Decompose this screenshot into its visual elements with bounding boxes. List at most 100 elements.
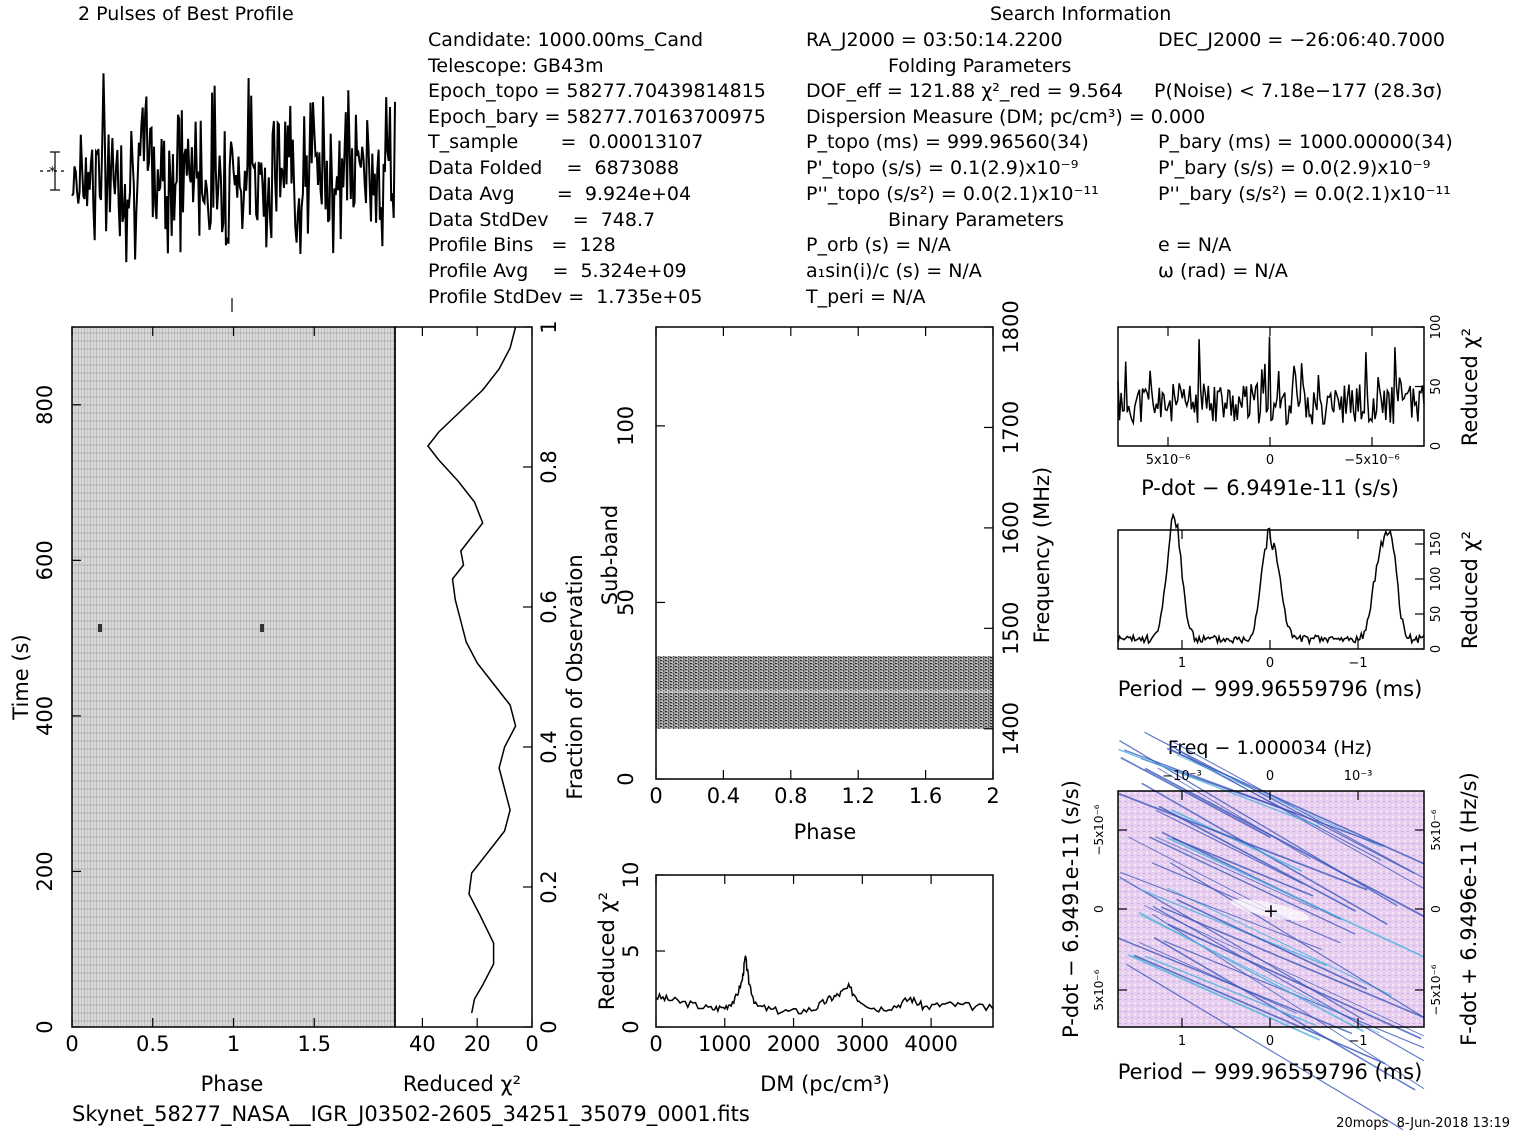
ppdot-streak <box>1158 805 1356 912</box>
y-tick-label: −5x10⁻⁶ <box>1092 804 1106 855</box>
ppdot-streak <box>1157 767 1311 860</box>
info-pdd-topo: P''_topo (s/s²) = 0.0(2.1)x10⁻¹¹ <box>806 183 1099 205</box>
footer-filename: Skynet_58277_NASA__IGR_J03502-2605_34251… <box>72 1102 750 1127</box>
right-tick-label: 0 <box>1429 645 1444 653</box>
info-profile-avg: Profile Avg = 5.324e+09 <box>428 260 687 282</box>
redchi-time-curve <box>426 326 517 1014</box>
x-tick-label: 1 <box>227 1032 240 1056</box>
right-tick-label: 1800 <box>999 300 1023 353</box>
period-xlabel: Period − 999.96559796 (ms) <box>1118 677 1423 701</box>
subband-panel: 0 0.4 0.8 1.2 1.6 2 0 50 100 1400 1500 1600 1700 18… <box>598 300 1054 844</box>
search-info-title: Search Information <box>990 3 1171 25</box>
ppdot-streak <box>1120 871 1323 951</box>
y-tick-label: 5 <box>619 944 643 957</box>
info-data-avg: Data Avg = 9.924e+04 <box>428 183 691 205</box>
right-tick-label: 0 <box>1429 442 1444 450</box>
ppdot-streak <box>1148 836 1356 935</box>
subband-image-band <box>656 690 993 693</box>
subband-ylabel: Sub-band <box>598 505 622 605</box>
right-tick-label: 5x10⁻⁶ <box>1429 809 1443 850</box>
period-frame <box>1117 529 1425 650</box>
ppdot-streak <box>1118 792 1368 891</box>
ppdot-streak <box>1126 963 1404 1131</box>
ppdot-streak <box>1176 754 1383 848</box>
ppdot-streak <box>1161 906 1425 1019</box>
folding-params-title: Folding Parameters <box>888 55 1071 77</box>
info-pdd-bary: P''_bary (s/s²) = 0.0(2.1)x10⁻¹¹ <box>1158 183 1451 205</box>
x-tick-label: 4000 <box>904 1032 957 1056</box>
ppdot-streak <box>1144 955 1317 1027</box>
profile-trace <box>71 73 396 263</box>
time-phase-x-ticks: 0 0.5 1 1.5 <box>65 327 331 1056</box>
info-e: e = N/A <box>1158 234 1231 256</box>
ppdot-streak <box>1172 837 1314 897</box>
top-tick-label: −10⁻³ <box>1162 769 1202 784</box>
info-ra: RA_J2000 = 03:50:14.2200 <box>806 29 1063 51</box>
top-tick-label: 0 <box>1266 769 1274 784</box>
redchi-time-frame <box>394 326 533 1028</box>
ppdot-streak <box>1120 756 1271 839</box>
pdot-ylabel: Reduced χ² <box>1458 328 1482 446</box>
ppdot-streak <box>1155 836 1318 910</box>
time-phase-xlabel: Phase <box>201 1072 264 1096</box>
time-phase-dark-pixel <box>260 624 264 632</box>
time-phase-rows <box>72 327 395 1027</box>
info-epoch-bary: Epoch_bary = 58277.70163700975 <box>428 106 766 128</box>
dm-xlabel: DM (pc/cm³) <box>760 1072 890 1096</box>
right-tick-label: 100 <box>1429 315 1444 340</box>
x-tick-label: 1.5 <box>298 1032 331 1056</box>
right-tick-label: 1 <box>537 320 561 333</box>
info-dof-chi: DOF_eff = 121.88 χ²_red = 9.564 <box>806 80 1123 102</box>
subband-right-label: Frequency (MHz) <box>1030 467 1054 643</box>
info-tsample: T_sample = 0.00013107 <box>427 131 703 153</box>
info-asini: a₁sin(i)/c (s) = N/A <box>806 260 982 282</box>
y-tick-label: 600 <box>33 540 57 580</box>
ppdot-streak <box>1166 836 1425 958</box>
info-dm: Dispersion Measure (DM; pc/cm³) = 0.000 <box>806 106 1205 128</box>
info-data-folded: Data Folded = 6873088 <box>428 157 679 179</box>
subband-y-ticks: 0 50 100 <box>614 406 665 786</box>
x-tick-label: 0 <box>649 784 662 808</box>
ppdot-streak <box>1153 937 1416 1091</box>
profile-plot: * <box>40 73 396 312</box>
ppdot-peak-glow <box>1230 899 1310 921</box>
x-tick-label: 3000 <box>836 1032 889 1056</box>
y-tick-label: 200 <box>33 851 57 891</box>
ppdot-y-ticks: −5x10⁻⁶ 0 5x10⁻⁶ 5x10⁻⁶ 0 −5x10⁻⁶ <box>1092 804 1443 1015</box>
ppdot-right-label: F-dot + 6.9496e-11 (Hz/s) <box>1457 772 1481 1046</box>
right-tick-label: 0.2 <box>537 870 561 903</box>
x-tick-label: 0 <box>1266 1034 1274 1049</box>
right-tick-label: 1400 <box>999 702 1023 755</box>
ppdot-streak <box>1167 923 1422 1040</box>
x-tick-label: 40 <box>409 1032 436 1056</box>
period-curve <box>1117 512 1425 646</box>
right-tick-label: 0.6 <box>537 590 561 623</box>
y-tick-label: 100 <box>614 406 638 446</box>
y-tick-label: 800 <box>33 385 57 425</box>
info-profile-stddev: Profile StdDev = 1.735e+05 <box>428 286 702 308</box>
x-tick-label: 0.5 <box>136 1032 169 1056</box>
ppdot-streak <box>1123 749 1385 847</box>
period-ylabel: Reduced χ² <box>1458 531 1482 649</box>
x-tick-label: 0 <box>65 1032 78 1056</box>
period-y-ticks: 0 50 100 150 <box>1415 532 1444 653</box>
info-omega: ω (rad) = N/A <box>1158 260 1288 282</box>
x-tick-label: 0 <box>1266 453 1274 468</box>
ppdot-streak <box>1133 954 1386 1065</box>
x-tick-label: −1 <box>1348 656 1367 671</box>
ppdot-streak <box>1144 767 1425 918</box>
redchi-time-right-label: Fraction of Observation <box>563 554 587 799</box>
x-tick-label: 0 <box>525 1032 538 1056</box>
period-panel: 1 0 −1 0 50 100 150 Period − 999.96559796 (ms… <box>1117 512 1482 701</box>
profile-line <box>71 73 396 263</box>
x-tick-label: 2000 <box>767 1032 820 1056</box>
x-tick-label: 0.4 <box>707 784 740 808</box>
info-t-peri: T_peri = N/A <box>805 286 926 308</box>
right-tick-label: 50 <box>1429 378 1444 395</box>
time-phase-ylabel: Time (s) <box>9 634 33 720</box>
redchi-time-xlabel: Reduced χ² <box>403 1072 521 1096</box>
y-tick-label: 0 <box>33 1020 57 1033</box>
x-tick-label: −5x10⁻⁶ <box>1344 453 1399 468</box>
profile-marker-star: * <box>49 165 56 180</box>
ppdot-panel: Freq − 1.000034 (Hz) + 1 0 −1 −10⁻³ 0 10⁻³ −5… <box>1059 731 1481 1131</box>
